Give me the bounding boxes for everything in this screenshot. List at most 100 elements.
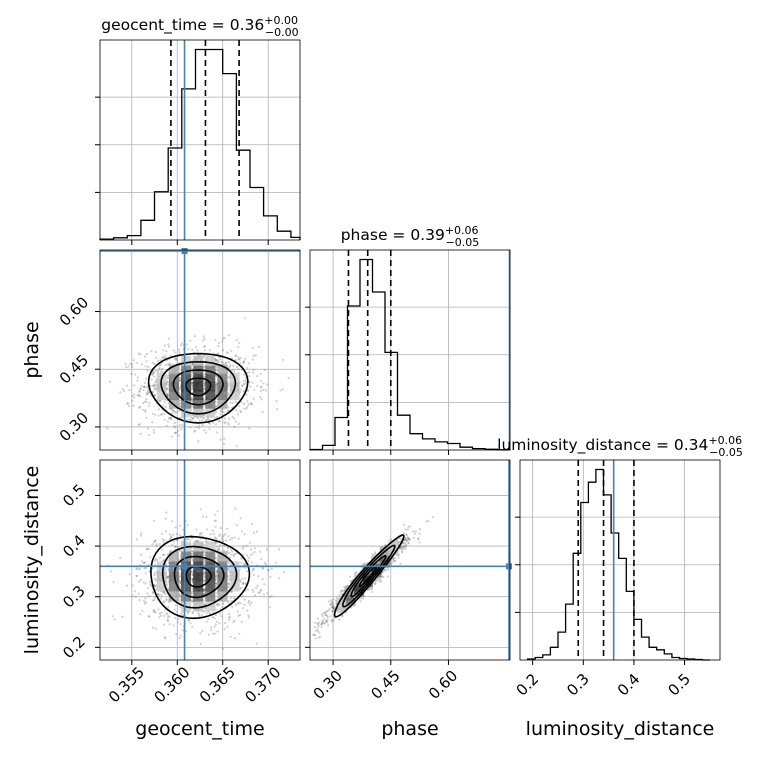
scatter-point xyxy=(191,577,194,580)
scatter-point xyxy=(178,399,181,402)
scatter-point xyxy=(112,581,115,584)
scatter-point xyxy=(331,606,334,609)
scatter-point xyxy=(251,371,255,374)
scatter-point xyxy=(162,623,165,626)
scatter-point xyxy=(175,610,178,613)
scatter-point xyxy=(225,361,228,364)
scatter-point xyxy=(148,580,152,584)
scatter-point xyxy=(244,357,247,360)
scatter-point xyxy=(158,543,161,546)
scatter-point xyxy=(176,546,179,549)
scatter-point xyxy=(196,349,199,352)
scatter-point xyxy=(203,579,206,582)
scatter-point xyxy=(233,536,236,539)
scatter-point xyxy=(153,585,156,588)
density-cell xyxy=(205,390,216,401)
scatter-point xyxy=(216,510,219,513)
scatter-point xyxy=(197,612,200,615)
scatter-point xyxy=(202,560,206,563)
scatter-point xyxy=(404,537,407,540)
scatter-point xyxy=(135,567,139,570)
scatter-point xyxy=(227,612,231,616)
scatter-point xyxy=(378,580,381,583)
scatter-point xyxy=(252,568,255,571)
scatter-point xyxy=(175,358,178,361)
scatter-point xyxy=(171,543,174,546)
scatter-point xyxy=(401,548,404,551)
scatter-point xyxy=(203,429,206,432)
scatter-point xyxy=(143,386,146,389)
scatter-point xyxy=(244,577,247,580)
scatter-point xyxy=(121,388,124,391)
scatter-point xyxy=(179,534,182,537)
scatter-point xyxy=(246,406,249,409)
scatter-point xyxy=(224,533,227,536)
title-sub-geocent_time: −0.00 xyxy=(265,26,299,39)
scatter-point xyxy=(131,584,134,587)
scatter-point xyxy=(253,388,256,391)
scatter-point xyxy=(149,556,152,559)
scatter-point xyxy=(122,389,126,392)
scatter-point xyxy=(110,570,113,573)
scatter-point xyxy=(262,382,265,385)
scatter-point xyxy=(240,561,243,564)
scatter-point xyxy=(214,525,217,528)
scatter-point xyxy=(252,354,255,357)
scatter-point xyxy=(348,575,352,578)
scatter-point xyxy=(257,575,260,578)
density-cell xyxy=(205,373,216,383)
scatter-point xyxy=(153,388,156,391)
scatter-point xyxy=(218,420,221,423)
scatter-point xyxy=(157,408,161,411)
scatter-point xyxy=(199,508,202,511)
scatter-point xyxy=(128,389,131,392)
scatter-point xyxy=(229,363,232,367)
scatter-point xyxy=(170,520,174,523)
scatter-point xyxy=(239,580,242,583)
scatter-point xyxy=(172,624,175,627)
scatter-point xyxy=(404,528,407,531)
scatter-point xyxy=(256,584,259,588)
scatter-point xyxy=(242,545,245,548)
scatter-point xyxy=(246,366,249,370)
scatter-point xyxy=(138,393,141,396)
scatter-point xyxy=(223,421,226,424)
data-layer xyxy=(99,40,710,661)
scatter-point xyxy=(223,417,226,420)
scatter-point xyxy=(248,599,251,603)
scatter-point xyxy=(228,618,231,621)
scatter-point xyxy=(243,360,246,363)
scatter-point xyxy=(155,543,158,546)
scatter-point xyxy=(215,384,218,387)
scatter-point xyxy=(168,615,171,618)
scatter-point xyxy=(214,519,217,522)
scatter-point xyxy=(178,399,181,402)
scatter-point xyxy=(381,575,384,578)
scatter-point xyxy=(202,345,205,348)
scatter-point xyxy=(163,418,166,421)
scatter-point xyxy=(170,536,173,539)
scatter-point xyxy=(191,611,194,614)
scatter-point xyxy=(266,568,269,571)
scatter-point xyxy=(138,599,141,602)
scatter-point xyxy=(156,592,159,596)
scatter-point xyxy=(237,358,240,361)
scatter-point xyxy=(417,538,420,541)
scatter-point xyxy=(359,600,362,603)
scatter-point xyxy=(331,609,334,612)
scatter-point xyxy=(226,625,229,628)
scatter-point xyxy=(242,582,245,585)
scatter-point xyxy=(159,413,163,416)
density-cell xyxy=(205,355,216,366)
scatter-point xyxy=(165,612,168,615)
scatter-point xyxy=(191,563,194,566)
histogram-luminosity_distance xyxy=(526,468,710,661)
scatter-point xyxy=(138,390,141,393)
scatter-point xyxy=(234,409,238,412)
scatter-point xyxy=(140,532,143,535)
scatter-point xyxy=(190,374,193,377)
scatter-point xyxy=(219,438,222,441)
scatter-point xyxy=(178,376,181,379)
scatter-point xyxy=(275,561,278,564)
scatter-point xyxy=(174,426,177,429)
